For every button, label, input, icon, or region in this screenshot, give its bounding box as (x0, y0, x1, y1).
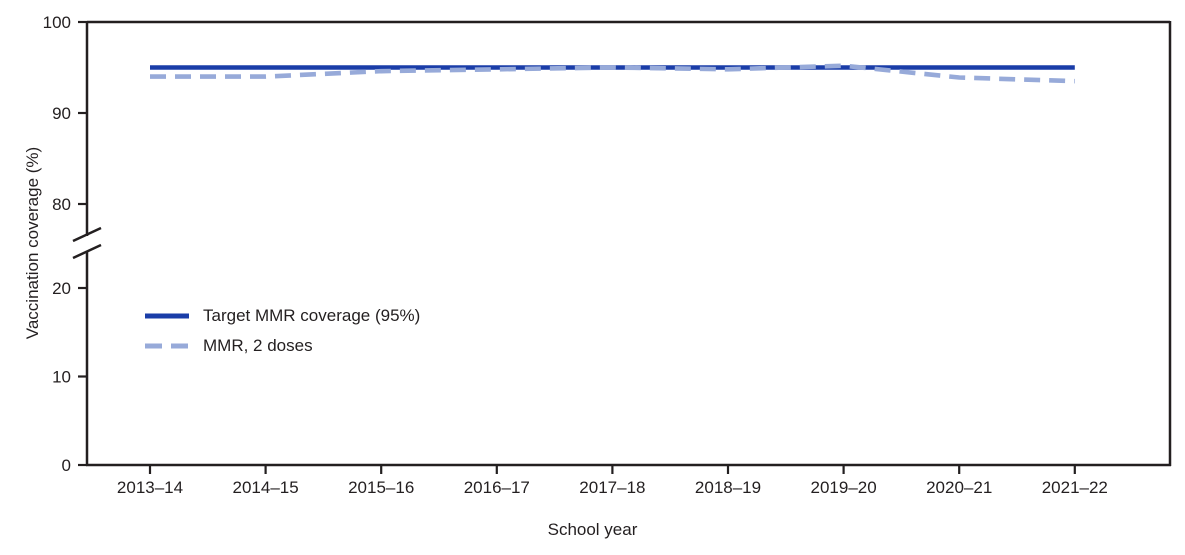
x-axis-title: School year (547, 520, 638, 539)
legend-item-target: Target MMR coverage (95%) (145, 306, 420, 326)
legend-label-target: Target MMR coverage (95%) (203, 306, 421, 325)
x-tick-label: 2021–22 (1042, 478, 1108, 497)
y-tick-label: 20 (52, 279, 71, 298)
y-tick-label: 10 (52, 368, 71, 387)
x-tick-label: 2016–17 (464, 478, 530, 497)
y-axis-title: Vaccination coverage (%) (23, 146, 42, 340)
x-tick-label: 2019–20 (811, 478, 877, 497)
legend-item-mmr: MMR, 2 doses (145, 336, 420, 356)
x-tick-label: 2017–18 (579, 478, 645, 497)
x-tick-label: 2015–16 (348, 478, 414, 497)
mmr-line-swatch (145, 343, 189, 349)
x-tick-label: 2013–14 (117, 478, 183, 497)
axis-break-mark (72, 226, 102, 243)
y-tick-label: 0 (62, 456, 71, 475)
legend-label-mmr: MMR, 2 doses (203, 336, 313, 355)
target-line-swatch (145, 313, 189, 319)
mmr-line-series (150, 63, 1075, 84)
y-tick-label: 100 (43, 13, 71, 32)
x-tick-label: 2020–21 (926, 478, 992, 497)
axis-break-mark (72, 243, 102, 260)
x-tick-label: 2014–15 (233, 478, 299, 497)
y-tick-label: 90 (52, 104, 71, 123)
legend: Target MMR coverage (95%) MMR, 2 doses (145, 306, 420, 356)
x-tick-label: 2018–19 (695, 478, 761, 497)
y-tick-label: 80 (52, 195, 71, 214)
